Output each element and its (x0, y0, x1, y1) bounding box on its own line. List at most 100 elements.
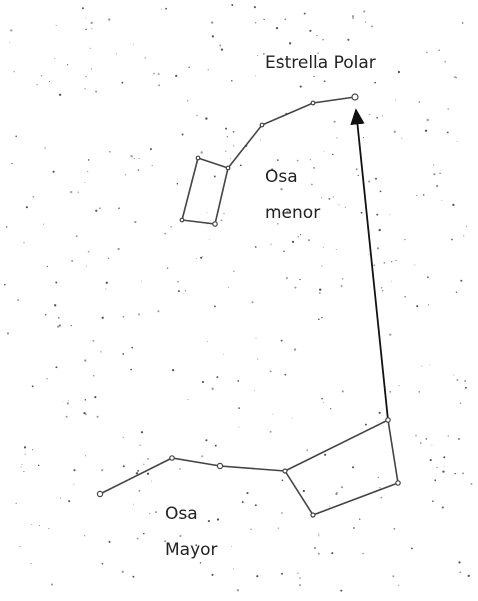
background-star (365, 22, 366, 23)
background-star (153, 73, 155, 75)
background-star (143, 464, 144, 465)
background-star (257, 55, 258, 56)
background-star (88, 251, 90, 253)
ursa-minor-body (182, 158, 228, 224)
background-star (138, 169, 139, 170)
background-star (208, 69, 209, 70)
background-star (318, 535, 319, 536)
background-star (87, 171, 88, 172)
background-star (255, 246, 257, 248)
background-star (352, 466, 354, 468)
background-star (43, 224, 44, 225)
background-star (333, 196, 334, 197)
background-star (178, 290, 180, 292)
background-star (411, 547, 413, 549)
background-star (71, 260, 73, 262)
background-star (304, 13, 306, 15)
star (196, 156, 200, 160)
background-star (121, 82, 123, 84)
background-star (375, 178, 377, 180)
background-star (254, 390, 255, 391)
background-star (368, 180, 370, 182)
background-star (447, 108, 448, 109)
background-star (379, 412, 381, 414)
star (226, 166, 230, 170)
background-star (63, 401, 64, 402)
background-star (167, 267, 168, 268)
background-star (93, 375, 95, 377)
background-star (152, 165, 153, 166)
background-star (143, 533, 145, 535)
background-star (443, 456, 445, 458)
background-star (233, 131, 235, 133)
background-star (313, 167, 315, 169)
background-star (284, 374, 286, 376)
star (396, 481, 400, 485)
background-star (460, 402, 462, 404)
background-star (122, 571, 124, 573)
background-star (462, 472, 464, 474)
background-star (94, 396, 96, 398)
background-star (358, 175, 359, 176)
background-star (44, 147, 46, 149)
background-star (138, 490, 140, 492)
background-star (225, 151, 226, 152)
background-star (381, 287, 383, 289)
background-star (416, 305, 418, 307)
background-star (423, 194, 425, 196)
background-star (54, 304, 56, 306)
background-star (464, 380, 466, 382)
background-star (151, 481, 152, 482)
background-star (233, 568, 234, 569)
background-star (68, 500, 70, 502)
background-star (389, 391, 391, 393)
background-star (416, 195, 417, 196)
background-star (182, 134, 184, 136)
background-star (277, 223, 279, 225)
background-star (392, 575, 394, 577)
background-star (427, 276, 429, 278)
background-star (209, 239, 210, 240)
background-star (276, 27, 278, 29)
background-star (345, 207, 346, 208)
background-star (88, 159, 90, 161)
background-star (212, 35, 214, 37)
background-star (299, 279, 300, 280)
background-star (306, 449, 308, 451)
background-star (33, 196, 35, 198)
background-star (398, 585, 399, 586)
background-star (231, 546, 232, 547)
background-star (453, 375, 454, 376)
background-star (341, 285, 343, 287)
background-star (59, 94, 61, 96)
background-star (17, 299, 18, 300)
background-star (314, 547, 316, 549)
background-star (299, 584, 301, 586)
background-star (415, 435, 417, 437)
background-star (250, 529, 251, 530)
background-star (147, 473, 149, 475)
background-star (109, 151, 111, 153)
background-star (7, 332, 9, 334)
background-star (86, 266, 87, 267)
background-star (460, 280, 462, 282)
background-star (171, 226, 172, 227)
background-star (133, 504, 134, 505)
background-star (221, 219, 223, 221)
background-star (447, 131, 449, 133)
background-star (263, 19, 264, 20)
background-star (430, 459, 432, 461)
background-star (76, 235, 78, 237)
ursa-minor-label: menor (265, 203, 320, 223)
background-star (378, 477, 379, 478)
background-star (196, 115, 197, 116)
background-star (444, 466, 445, 467)
background-star (9, 42, 10, 43)
background-star (383, 262, 385, 264)
background-star (221, 48, 223, 50)
background-star (398, 385, 399, 386)
background-star (130, 369, 132, 371)
background-star (134, 158, 135, 159)
background-star (342, 278, 344, 280)
background-star (281, 573, 283, 575)
